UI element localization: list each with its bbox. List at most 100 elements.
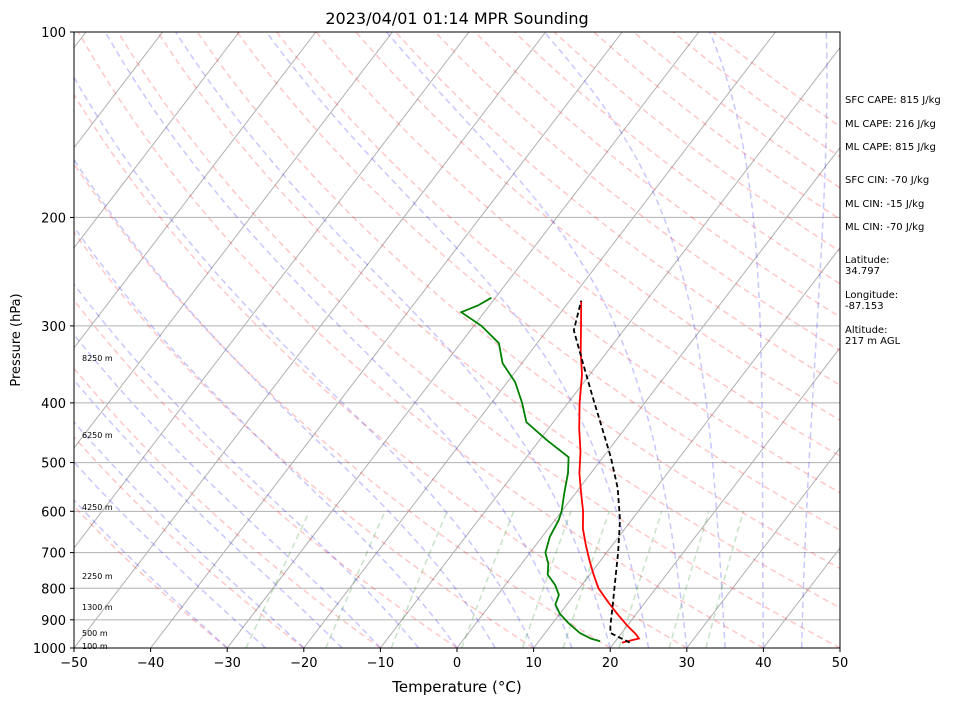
dry-adiabat [74,299,458,648]
x-tick-label: 30 [679,656,696,671]
mixing-ratio-line [245,510,311,648]
chart-title: 2023/04/01 01:14 MPR Sounding [325,9,588,28]
moist-adiabat [74,75,535,648]
dry-adiabat [74,162,611,648]
isotherm-line [0,32,9,648]
dry-adiabat [355,32,840,422]
sfc-cape-text: SFC CAPE: 815 J/kg [845,95,941,106]
ml-cape-text-1: ML CAPE: 216 J/kg [845,119,936,130]
moist-adiabat [74,333,381,648]
plot-frame [73,31,841,649]
moist-adiabat [104,32,573,648]
moist-adiabat [74,460,266,648]
isotherm-line [150,32,623,648]
moist-adiabat [74,420,305,648]
mixing-ratio-line [521,511,572,648]
x-tick-label: 10 [525,656,542,671]
ml-cin-text-1: ML CIN: -15 J/kg [845,199,925,210]
isotherm-line [74,32,317,349]
isotherm-line [686,447,840,648]
isotherm-line [226,32,700,648]
moist-adiabat [800,32,828,648]
x-tick-label: 20 [602,656,619,671]
altitude-text: Altitude: 217 m AGL [845,325,901,347]
moist-adiabat [74,158,496,648]
mixing-ratio-line [618,511,663,648]
parcel-profile [572,300,631,644]
sfc-cin-text: SFC CIN: -70 J/kg [845,175,930,186]
isotherm-line [609,347,840,648]
dry-adiabat [236,32,840,532]
height-label: 500 m [82,629,108,638]
mixing-ratio-line [668,511,710,648]
dry-adiabat [315,32,840,458]
dewpoint-profile [459,296,601,643]
x-tick-label: −20 [290,656,317,671]
temperature-profile [578,300,641,644]
x-tick-label: 50 [832,656,849,671]
height-label: 4250 m [82,503,113,512]
moist-adiabat [74,378,343,648]
y-tick-label: 400 [41,397,66,412]
y-tick-label: 100 [41,26,66,41]
mixing-ratio-line [325,511,386,648]
y-tick-label: 700 [41,547,66,562]
dry-adiabat [74,93,688,648]
isotherm-line [74,32,547,648]
isotherm-line [303,32,776,648]
longitude-text: Longitude: -87.153 [845,290,899,312]
dry-adiabat [117,32,840,648]
dry-adiabat [74,231,535,648]
dry-adiabat [395,32,840,386]
isotherm-line [456,146,840,648]
height-label: 6250 m [82,431,113,440]
isotherm-line [533,246,840,648]
moist-adiabat [543,32,726,648]
dry-adiabat [74,367,381,648]
x-tick-label: −50 [60,656,87,671]
y-tick-label: 600 [41,505,66,520]
x-axis-label: Temperature (°C) [391,678,521,696]
y-tick-label: 300 [41,320,66,335]
dry-adiabat [514,32,840,285]
x-tick-label: 40 [755,656,772,671]
moist-adiabat [74,225,458,648]
moist-adiabat [175,32,611,648]
mixing-ratio-line [705,511,745,648]
y-axis-label: Pressure (hPa) [9,293,24,386]
x-tick-label: 0 [453,656,461,671]
y-tick-label: 800 [41,582,66,597]
y-tick-label: 900 [41,614,66,629]
y-tick-label: 200 [41,211,66,226]
x-tick-label: −30 [213,656,240,671]
height-label: 1300 m [82,603,113,612]
isotherm-line [380,46,840,648]
isotherm-line [74,32,393,449]
x-tick-label: −40 [137,656,164,671]
ml-cape-text-2: ML CAPE: 815 J/kg [845,142,936,153]
mixing-ratio-line [390,511,448,648]
moist-adiabat [74,499,228,648]
y-tick-label: 500 [41,457,66,472]
moist-adiabat [709,32,765,648]
dry-adiabat [196,32,840,570]
height-label: 8250 m [82,354,113,363]
ml-cin-text-2: ML CIN: -70 J/kg [845,222,925,233]
height-label: 2250 m [82,572,113,581]
mixing-ratio-line [562,511,611,648]
isotherm-line [74,32,470,549]
dry-adiabat [77,32,764,648]
moist-adiabat [385,32,688,648]
moist-adiabat [74,283,420,648]
isotherm-line [74,32,164,149]
dry-adiabat [276,32,840,494]
latitude-text: Latitude: 34.797 [845,255,890,277]
mixing-ratio-line [460,511,515,648]
y-tick-label: 1000 [33,642,66,657]
height-label: 100 m [82,642,108,651]
dry-adiabat [74,435,305,648]
isotherm-line [74,32,240,249]
dry-adiabat [156,32,840,609]
moist-adiabat [265,32,650,648]
